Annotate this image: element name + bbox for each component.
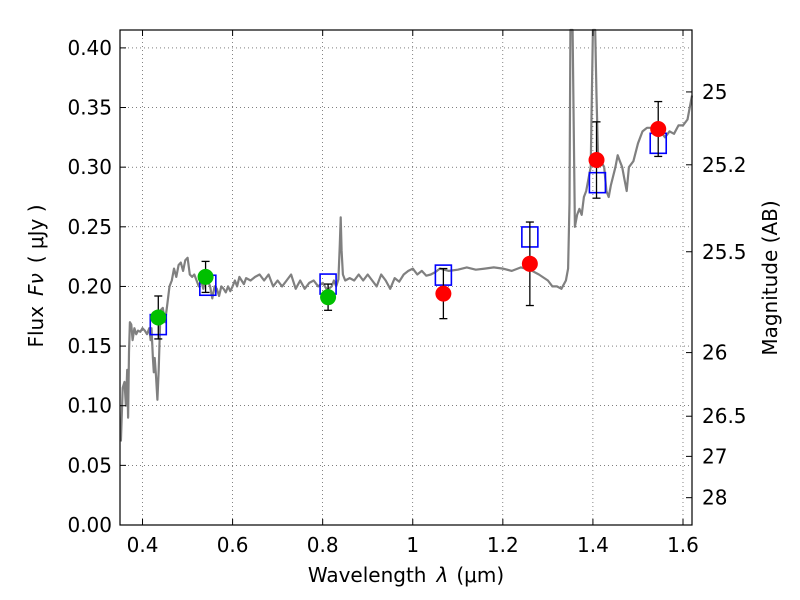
model-point-square <box>588 171 607 194</box>
mag-tick-label: 25 <box>702 80 727 104</box>
data-point-circle <box>320 289 337 306</box>
x-tick-label: 0.8 <box>307 533 339 557</box>
axis-ticks: 0.4 0.6 0.8 1 1.2 1.4 1.6 0.00 0.05 0.10 0.15 0.20 0… <box>67 30 747 557</box>
right-axis-label: Magnitude (AB) <box>758 200 782 355</box>
mag-tick-label: 25.5 <box>702 240 747 264</box>
y-axis-label: Flux Fν ( μJy ) <box>24 204 48 347</box>
data-point-circle <box>435 285 452 302</box>
data-point-circle <box>150 309 167 326</box>
mag-tick-label: 28 <box>702 486 727 510</box>
data-point-circle <box>521 255 538 272</box>
y-tick-label: 0.10 <box>67 394 112 418</box>
y-tick-label: 0.25 <box>67 215 112 239</box>
x-tick-label: 0.4 <box>127 533 159 557</box>
y-tick-label: 0.30 <box>67 155 112 179</box>
data-point-circle <box>588 152 605 169</box>
x-axis-label-symbol: λ <box>436 563 449 587</box>
x-tick-label: 1.2 <box>487 533 519 557</box>
y-tick-label: 0.00 <box>67 513 112 537</box>
y-tick-label: 0.35 <box>67 96 112 120</box>
x-axis-label-unit: (μm) <box>456 563 504 587</box>
x-tick-label: 1 <box>406 533 419 557</box>
mag-tick-label: 25.2 <box>702 153 747 177</box>
x-axis-label-main: Wavelength <box>308 563 427 587</box>
y-tick-label: 0.20 <box>67 274 112 298</box>
spectrum-line <box>119 28 694 442</box>
y-axis-label-symbol: Fν <box>24 273 48 296</box>
x-tick-label: 0.6 <box>217 533 249 557</box>
model-spectrum <box>119 28 694 442</box>
y-tick-label: 0.40 <box>67 36 112 60</box>
photometry-points <box>149 100 668 340</box>
data-point-circle <box>650 121 667 137</box>
y-tick-label: 0.05 <box>67 453 112 477</box>
mag-tick-label: 26.5 <box>702 404 747 428</box>
x-tick-label: 1.6 <box>667 533 699 557</box>
y-axis-label-main: Flux <box>24 306 48 348</box>
mag-tick-label: 26 <box>702 341 727 365</box>
y-tick-label: 0.15 <box>67 334 112 358</box>
x-axis-label: Wavelength λ (μm) <box>308 563 504 587</box>
y-axis-label-unit: ( μJy ) <box>24 204 48 263</box>
plot-frame <box>119 29 693 526</box>
data-point-circle <box>197 268 214 285</box>
x-tick-label: 1.4 <box>577 533 609 557</box>
mag-tick-label: 27 <box>702 444 727 468</box>
